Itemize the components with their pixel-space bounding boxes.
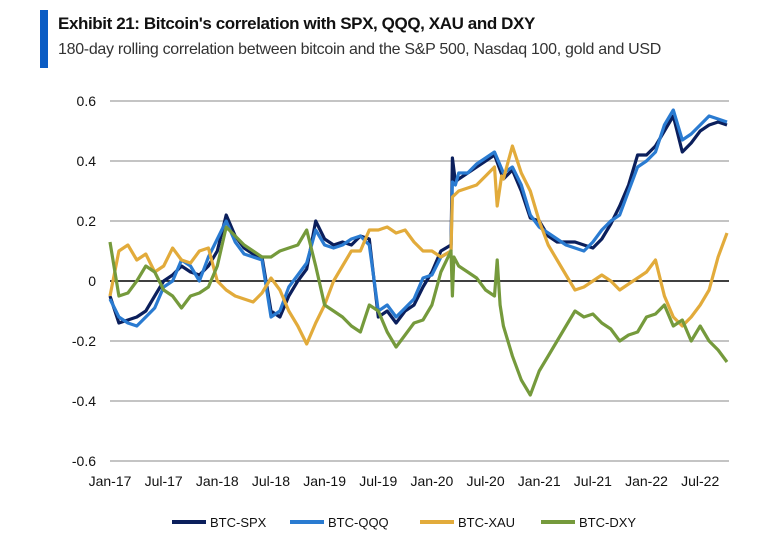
y-tick-label: -0.6 <box>72 453 96 469</box>
x-tick-label: Jul-18 <box>252 473 290 489</box>
chart-title: Exhibit 21: Bitcoin's correlation with S… <box>58 14 535 33</box>
x-tick-label: Jan-22 <box>625 473 668 489</box>
series-line-btc-xau <box>108 144 729 346</box>
y-tick-label: -0.4 <box>72 393 96 409</box>
y-tick-label: 0.2 <box>77 213 97 229</box>
x-tick-label: Jul-20 <box>466 473 504 489</box>
series-line-btc-qqq <box>108 108 728 328</box>
y-tick-label: 0.6 <box>77 93 97 109</box>
x-tick-label: Jul-22 <box>681 473 719 489</box>
legend-label: BTC-QQQ <box>328 515 389 530</box>
y-tick-label: 0.4 <box>77 153 97 169</box>
legend-label: BTC-XAU <box>458 515 515 530</box>
series-line-btc-spx <box>108 114 728 325</box>
x-tick-label: Jul-19 <box>359 473 397 489</box>
x-tick-label: Jan-17 <box>89 473 132 489</box>
series-line-btc-dxy <box>108 225 729 397</box>
x-tick-label: Jul-17 <box>145 473 183 489</box>
chart-header: Exhibit 21: Bitcoin's correlation with S… <box>40 10 661 68</box>
y-tick-label: 0 <box>88 273 96 289</box>
legend-label: BTC-SPX <box>210 515 267 530</box>
chart-subtitle: 180-day rolling correlation between bitc… <box>58 41 662 58</box>
x-tick-label: Jul-21 <box>574 473 612 489</box>
y-tick-label: -0.2 <box>72 333 96 349</box>
x-tick-label: Jan-20 <box>411 473 454 489</box>
legend-label: BTC-DXY <box>579 515 636 530</box>
x-tick-label: Jan-21 <box>518 473 561 489</box>
x-tick-label: Jan-19 <box>303 473 346 489</box>
x-tick-label: Jan-18 <box>196 473 239 489</box>
